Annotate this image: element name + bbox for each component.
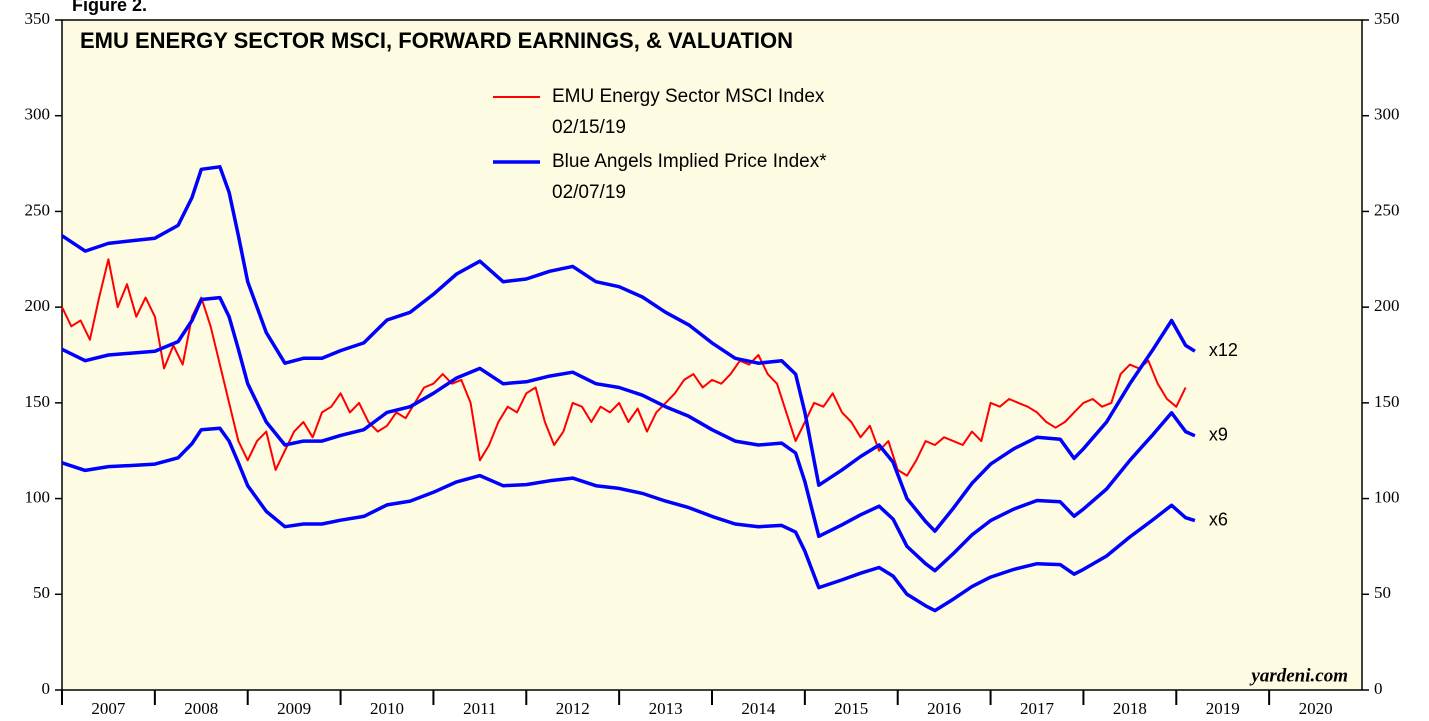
series-line [61, 258, 1187, 477]
x-tick-label: 2011 [463, 699, 496, 718]
legend-label: Blue Angels Implied Price Index* [552, 151, 827, 172]
series-line [61, 295, 1196, 573]
y-tick-label: 200 [25, 296, 51, 315]
chart-title: EMU ENERGY SECTOR MSCI, FORWARD EARNINGS… [80, 28, 793, 53]
plot-area [61, 19, 1363, 691]
series-end-label: x6 [1209, 509, 1228, 529]
series-end-label: x9 [1209, 425, 1228, 445]
x-tick-label: 2010 [370, 699, 404, 718]
x-tick-label: 2016 [927, 699, 961, 718]
x-tick-label: 2007 [91, 699, 126, 718]
x-tick-label: 2019 [1206, 699, 1240, 718]
y-tick-label: 100 [25, 487, 51, 506]
series-line [61, 426, 1196, 613]
y-tick-label: 350 [25, 9, 51, 28]
legend: EMU Energy Sector MSCI Index 02/15/19 Blue… [493, 86, 827, 203]
y2-tick-label: 200 [1374, 296, 1400, 315]
y2-tick-label: 100 [1374, 487, 1400, 506]
series-line [61, 165, 1196, 533]
legend-label: EMU Energy Sector MSCI Index [552, 86, 825, 107]
y2-tick-label: 0 [1374, 679, 1383, 698]
legend-date: 02/15/19 [552, 117, 626, 138]
legend-date: 02/07/19 [552, 182, 626, 203]
x-tick-label: 2015 [834, 699, 868, 718]
y-tick-label: 0 [42, 679, 51, 698]
y-tick-label: 300 [25, 105, 51, 124]
figure-label: Figure 2. [72, 0, 147, 15]
series-end-label: x12 [1209, 340, 1238, 360]
x-tick-label: 2008 [184, 699, 218, 718]
y2-tick-label: 50 [1374, 583, 1391, 602]
y-tick-label: 150 [25, 392, 51, 411]
y2-tick-label: 250 [1374, 200, 1400, 219]
x-tick-label: 2020 [1299, 699, 1333, 718]
x-tick-label: 2018 [1113, 699, 1147, 718]
x-tick-label: 2013 [649, 699, 683, 718]
y-tick-label: 250 [25, 200, 51, 219]
x-tick-label: 2009 [277, 699, 311, 718]
y2-tick-label: 150 [1374, 392, 1400, 411]
x-tick-label: 2014 [741, 699, 776, 718]
y2-tick-label: 300 [1374, 105, 1400, 124]
x-tick-label: 2017 [1020, 699, 1055, 718]
y2-tick-label: 350 [1374, 9, 1400, 28]
x-tick-label: 2012 [556, 699, 590, 718]
watermark: yardeni.com [1249, 665, 1348, 686]
y-tick-label: 50 [33, 583, 50, 602]
